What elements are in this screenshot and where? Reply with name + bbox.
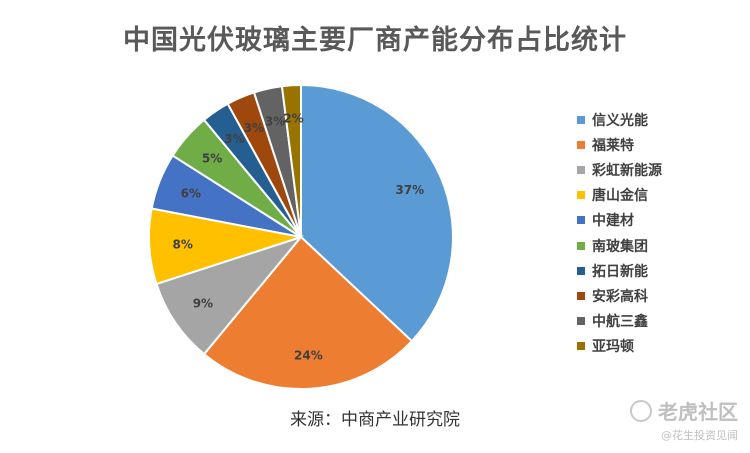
legend-swatch: [577, 342, 585, 351]
watermark: 老虎社区 @花生投资见闻: [630, 396, 738, 443]
legend-swatch: [577, 140, 585, 149]
slice-data-label-1: 24%: [294, 348, 323, 362]
legend-swatch: [577, 291, 585, 300]
legend-item-7: 安彩高科: [577, 283, 662, 308]
legend-label: 中建材: [592, 213, 634, 230]
legend-label: 拓日新能: [592, 263, 648, 280]
legend-item-5: 南玻集团: [577, 233, 662, 258]
watermark-main: 老虎社区: [658, 400, 738, 424]
legend-item-8: 中航三鑫: [577, 309, 662, 334]
tiger-logo-icon: [630, 399, 652, 422]
legend-item-4: 中建材: [577, 208, 662, 233]
slice-data-label-6: 3%: [224, 132, 244, 146]
chart-title: 中国光伏玻璃主要厂商产能分布占比统计: [123, 25, 627, 56]
legend-item-3: 唐山金信: [577, 183, 662, 208]
legend-label: 安彩高科: [592, 288, 648, 305]
slice-data-label-7: 3%: [244, 121, 264, 135]
legend-swatch: [577, 191, 585, 200]
legend-item-9: 亚玛顿: [577, 334, 662, 359]
legend-label: 亚玛顿: [592, 339, 634, 356]
watermark-sub: @花生投资见闻: [661, 429, 738, 442]
legend-swatch: [577, 266, 585, 275]
legend-label: 唐山金信: [592, 188, 648, 205]
pie-slice-2: [155, 234, 304, 356]
legend-swatch: [577, 241, 585, 250]
slice-data-label-3: 8%: [173, 237, 193, 251]
source-note: 来源：中商产业研究院: [290, 410, 460, 430]
slice-data-label-9: 2%: [283, 112, 303, 126]
legend-swatch: [577, 317, 585, 326]
legend-item-0: 信义光能: [577, 107, 662, 132]
legend-item-1: 福莱特: [577, 132, 662, 157]
legend-label: 福莱特: [592, 137, 634, 154]
legend-label: 信义光能: [592, 112, 648, 129]
legend-swatch: [577, 216, 585, 225]
slice-data-label-2: 9%: [193, 297, 213, 311]
slice-data-label-4: 6%: [181, 186, 201, 200]
slice-data-label-5: 5%: [202, 152, 222, 166]
legend-item-2: 彩虹新能源: [577, 157, 662, 182]
legend-swatch: [577, 165, 585, 174]
legend-label: 中航三鑫: [592, 314, 648, 331]
pie-slice-1: [202, 235, 414, 390]
slice-data-label-0: 37%: [395, 183, 424, 197]
legend-swatch: [577, 115, 585, 124]
pie-slice-0: [300, 83, 454, 343]
pie-slice-9: [280, 83, 302, 238]
slice-data-label-8: 3%: [265, 114, 285, 128]
chart-legend: 信义光能福莱特彩虹新能源唐山金信中建材南玻集团拓日新能安彩高科中航三鑫亚玛顿: [577, 107, 662, 359]
legend-item-6: 拓日新能: [577, 258, 662, 283]
legend-label: 彩虹新能源: [592, 162, 662, 179]
legend-label: 南玻集团: [592, 238, 648, 255]
